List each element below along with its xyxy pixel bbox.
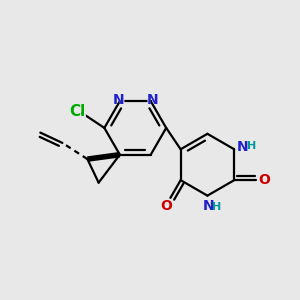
Text: O: O: [160, 199, 172, 213]
Text: N: N: [203, 199, 215, 213]
Text: O: O: [259, 173, 271, 187]
Text: H: H: [212, 202, 221, 212]
Text: N: N: [236, 138, 249, 156]
Text: N: N: [112, 93, 124, 107]
Text: H: H: [247, 141, 256, 151]
Text: N: N: [146, 93, 158, 107]
Text: N: N: [111, 91, 125, 109]
Text: H: H: [245, 139, 257, 153]
Text: H: H: [211, 200, 223, 214]
Text: N: N: [237, 140, 248, 154]
Text: O: O: [159, 197, 174, 215]
Text: Cl: Cl: [68, 103, 88, 121]
Text: Cl: Cl: [70, 104, 86, 119]
Text: N: N: [145, 91, 159, 109]
Text: N: N: [202, 197, 216, 215]
Text: O: O: [257, 171, 272, 189]
